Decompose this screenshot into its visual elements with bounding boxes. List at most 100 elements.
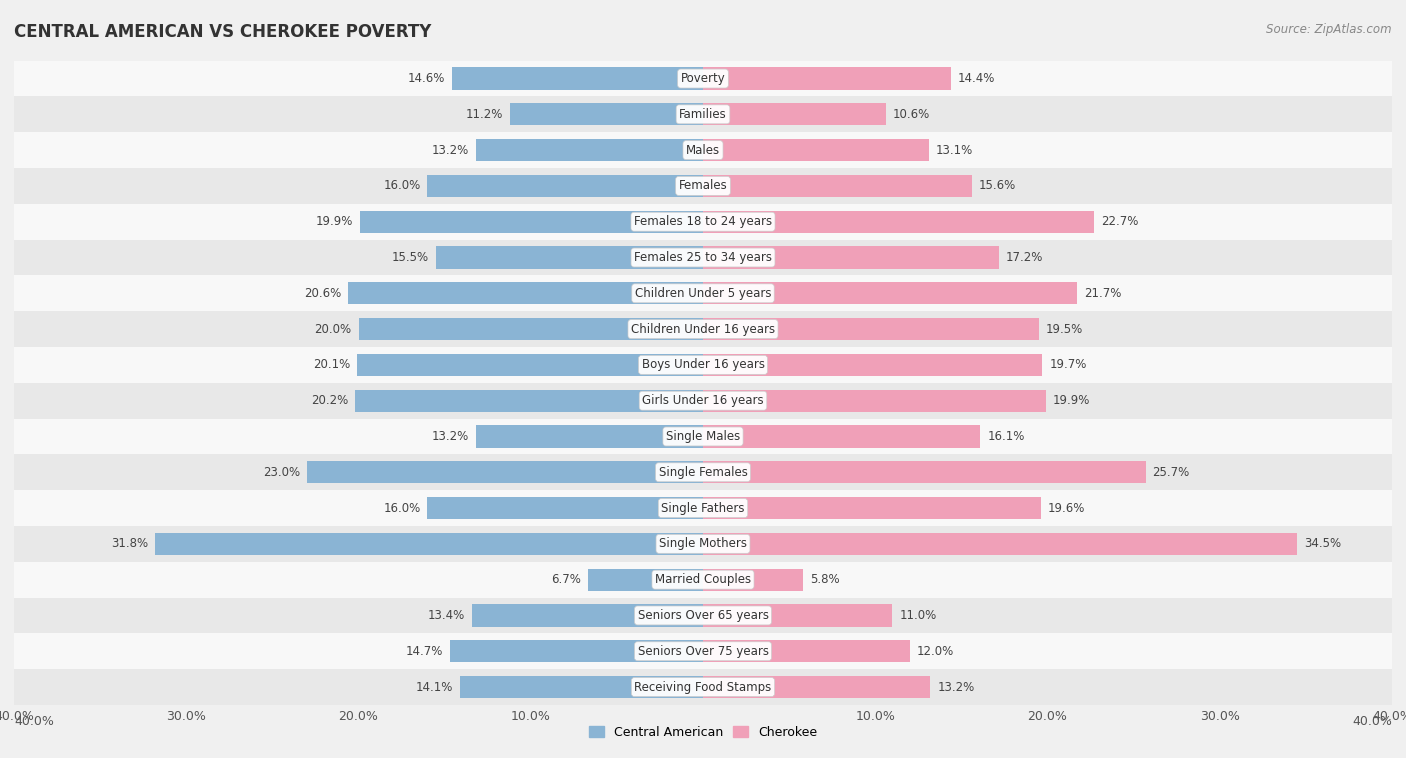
Text: Married Couples: Married Couples	[655, 573, 751, 586]
Text: 14.7%: 14.7%	[405, 645, 443, 658]
Text: 34.5%: 34.5%	[1305, 537, 1341, 550]
Text: 19.9%: 19.9%	[1053, 394, 1090, 407]
Bar	[703, 246, 1000, 268]
Bar	[14, 597, 1392, 634]
Text: 23.0%: 23.0%	[263, 465, 299, 479]
Bar	[703, 568, 803, 590]
Text: 25.7%: 25.7%	[1153, 465, 1189, 479]
Bar	[703, 390, 1046, 412]
Bar	[14, 669, 1392, 705]
Text: 13.4%: 13.4%	[427, 609, 465, 622]
Text: 11.0%: 11.0%	[900, 609, 936, 622]
Bar	[703, 282, 1077, 305]
Bar	[14, 240, 1392, 275]
Bar	[357, 354, 703, 376]
Text: 15.5%: 15.5%	[392, 251, 429, 264]
Text: 19.6%: 19.6%	[1047, 502, 1085, 515]
Bar	[14, 312, 1392, 347]
Bar	[451, 67, 703, 89]
Bar	[703, 139, 928, 161]
Text: 17.2%: 17.2%	[1007, 251, 1043, 264]
Bar	[703, 425, 980, 447]
Bar	[703, 461, 1146, 484]
Text: 14.1%: 14.1%	[416, 681, 453, 694]
Text: 20.2%: 20.2%	[311, 394, 349, 407]
Text: Seniors Over 75 years: Seniors Over 75 years	[637, 645, 769, 658]
Bar	[14, 61, 1392, 96]
Text: 16.0%: 16.0%	[384, 502, 420, 515]
Text: 40.0%: 40.0%	[1353, 715, 1392, 728]
Bar	[427, 175, 703, 197]
Text: Children Under 5 years: Children Under 5 years	[634, 287, 772, 300]
Bar	[14, 96, 1392, 132]
Text: 20.1%: 20.1%	[312, 359, 350, 371]
Bar	[703, 103, 886, 125]
Bar	[436, 246, 703, 268]
Bar	[703, 641, 910, 662]
Text: 21.7%: 21.7%	[1084, 287, 1121, 300]
Bar	[703, 67, 950, 89]
Bar	[703, 318, 1039, 340]
Bar	[14, 634, 1392, 669]
Text: Females 25 to 34 years: Females 25 to 34 years	[634, 251, 772, 264]
Text: CENTRAL AMERICAN VS CHEROKEE POVERTY: CENTRAL AMERICAN VS CHEROKEE POVERTY	[14, 23, 432, 41]
Text: Girls Under 16 years: Girls Under 16 years	[643, 394, 763, 407]
Text: 20.0%: 20.0%	[315, 323, 352, 336]
Text: 13.2%: 13.2%	[938, 681, 974, 694]
Text: Poverty: Poverty	[681, 72, 725, 85]
Bar	[14, 562, 1392, 597]
Bar	[588, 568, 703, 590]
Text: 31.8%: 31.8%	[111, 537, 149, 550]
Text: 13.2%: 13.2%	[432, 143, 468, 157]
Text: Receiving Food Stamps: Receiving Food Stamps	[634, 681, 772, 694]
Text: 19.9%: 19.9%	[316, 215, 353, 228]
Text: 12.0%: 12.0%	[917, 645, 953, 658]
Bar	[460, 676, 703, 698]
Text: Seniors Over 65 years: Seniors Over 65 years	[637, 609, 769, 622]
Text: 13.2%: 13.2%	[432, 430, 468, 443]
Text: 5.8%: 5.8%	[810, 573, 839, 586]
Bar	[14, 275, 1392, 312]
Bar	[510, 103, 703, 125]
Legend: Central American, Cherokee: Central American, Cherokee	[583, 721, 823, 744]
Bar	[307, 461, 703, 484]
Bar	[349, 282, 703, 305]
Bar	[703, 533, 1298, 555]
Text: 40.0%: 40.0%	[14, 715, 53, 728]
Bar	[427, 497, 703, 519]
Text: 19.7%: 19.7%	[1049, 359, 1087, 371]
Text: 16.0%: 16.0%	[384, 180, 420, 193]
Bar	[14, 347, 1392, 383]
Text: Females 18 to 24 years: Females 18 to 24 years	[634, 215, 772, 228]
Bar	[14, 132, 1392, 168]
Bar	[360, 211, 703, 233]
Bar	[14, 526, 1392, 562]
Text: 11.2%: 11.2%	[465, 108, 503, 121]
Text: Boys Under 16 years: Boys Under 16 years	[641, 359, 765, 371]
Bar	[359, 318, 703, 340]
Bar	[450, 641, 703, 662]
Text: Single Mothers: Single Mothers	[659, 537, 747, 550]
Bar	[475, 139, 703, 161]
Text: 19.5%: 19.5%	[1046, 323, 1083, 336]
Text: Males: Males	[686, 143, 720, 157]
Bar	[356, 390, 703, 412]
Bar	[472, 604, 703, 627]
Text: Source: ZipAtlas.com: Source: ZipAtlas.com	[1267, 23, 1392, 36]
Text: 10.6%: 10.6%	[893, 108, 929, 121]
Text: 6.7%: 6.7%	[551, 573, 581, 586]
Bar	[703, 175, 972, 197]
Bar	[703, 604, 893, 627]
Bar	[14, 418, 1392, 454]
Text: 13.1%: 13.1%	[935, 143, 973, 157]
Text: 14.4%: 14.4%	[957, 72, 995, 85]
Text: 22.7%: 22.7%	[1101, 215, 1139, 228]
Bar	[14, 168, 1392, 204]
Bar	[14, 490, 1392, 526]
Text: Single Males: Single Males	[666, 430, 740, 443]
Text: Single Fathers: Single Fathers	[661, 502, 745, 515]
Text: 16.1%: 16.1%	[987, 430, 1025, 443]
Bar	[703, 676, 931, 698]
Bar	[703, 497, 1040, 519]
Bar	[14, 383, 1392, 418]
